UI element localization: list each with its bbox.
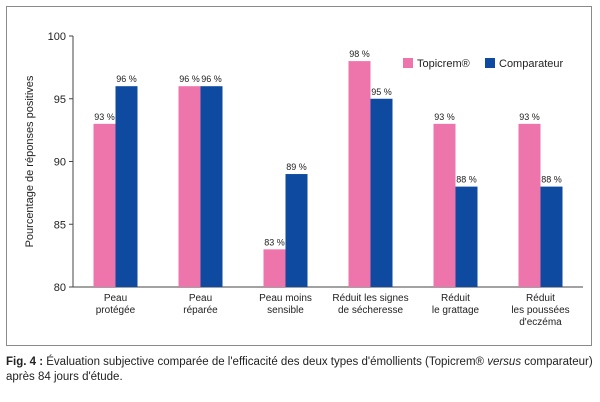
legend-label: Comparateur — [499, 58, 564, 70]
bar-value-label: 88 % — [456, 175, 477, 185]
y-tick-label: 85 — [54, 219, 66, 231]
y-tick-label: 90 — [54, 157, 66, 169]
bar-value-label: 93 % — [434, 112, 455, 122]
bar-value-label: 93 % — [519, 112, 540, 122]
figure-frame: 80 85 90 95 100 Pourcentage de réponses posit… — [6, 6, 592, 346]
x-tick-label: d'eczéma — [519, 317, 562, 328]
x-tick-label: Peau — [189, 293, 212, 304]
x-tick-label: Peau — [104, 293, 127, 304]
bar-topicrem — [263, 249, 286, 287]
x-tick-label: de sécheresse — [338, 305, 403, 316]
bar-topicrem — [518, 123, 541, 287]
y-tick-label: 80 — [54, 282, 66, 294]
y-tick-label: 95 — [54, 94, 66, 106]
bar-value-label: 93 % — [94, 112, 115, 122]
x-tick-label: Peau moins — [259, 293, 312, 304]
y-axis-label: Pourcentage de réponses positives — [24, 75, 36, 247]
legend-label: Topicrem® — [417, 58, 470, 70]
bar-value-label: 88 % — [541, 175, 562, 185]
x-tick-label: Réduit — [526, 293, 555, 304]
bar-topicrem — [93, 123, 116, 287]
caption-text-end: comparateur) après 84 jours d'étude. — [6, 356, 593, 383]
x-tick-label: Réduit — [441, 293, 470, 304]
bar-chart: 80 85 90 95 100 Pourcentage de réponses posit… — [24, 31, 583, 328]
legend-swatch — [485, 58, 495, 68]
x-tick-label: le grattage — [432, 305, 480, 316]
bar-value-label: 96 % — [179, 74, 200, 84]
bar-value-label: 89 % — [286, 162, 307, 172]
bar-comparateur — [455, 186, 478, 287]
bar-topicrem — [433, 123, 456, 287]
x-tick-label: protégée — [96, 305, 136, 316]
caption-text-start: Évaluation subjective comparée de l'effi… — [43, 356, 488, 368]
bar-topicrem — [348, 61, 371, 287]
x-tick-label: sensible — [267, 305, 304, 316]
bar-comparateur — [200, 86, 223, 287]
bar-value-label: 83 % — [264, 237, 285, 247]
bar-comparateur — [370, 98, 393, 287]
bar-comparateur — [540, 186, 563, 287]
bar-comparateur — [285, 174, 308, 287]
figure-caption: Fig. 4 : Évaluation subjective comparée … — [6, 355, 594, 385]
bar-value-label: 96 % — [116, 74, 137, 84]
figure-number: Fig. 4 : — [6, 356, 44, 368]
bar-value-label: 96 % — [201, 74, 222, 84]
caption-italic-word: versus — [487, 356, 522, 368]
bar-value-label: 98 % — [349, 49, 370, 59]
x-tick-label: Réduit les signes — [332, 293, 408, 304]
legend-swatch — [403, 58, 413, 68]
x-tick-label: réparée — [183, 305, 218, 316]
y-tick-label: 100 — [48, 31, 66, 43]
bar-topicrem — [178, 86, 201, 287]
bar-comparateur — [115, 86, 138, 287]
bar-value-label: 95 % — [371, 87, 392, 97]
x-tick-label: les poussées — [511, 305, 569, 316]
